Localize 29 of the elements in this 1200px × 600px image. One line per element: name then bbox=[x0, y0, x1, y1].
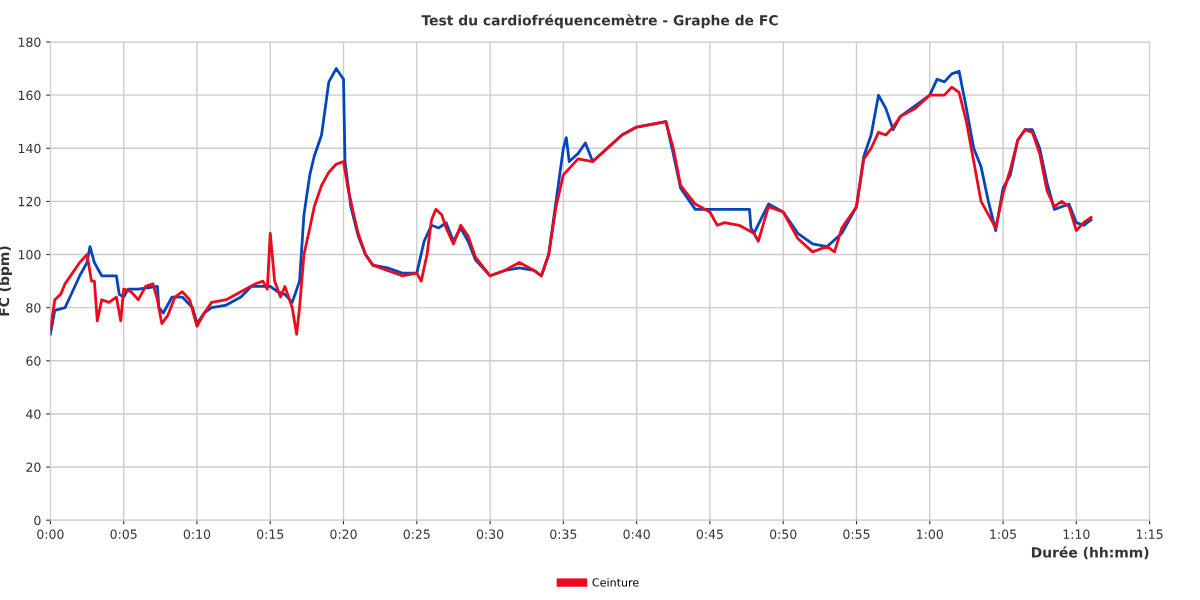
x-tick-label: 0:05 bbox=[110, 529, 137, 539]
y-tick-label: 60 bbox=[26, 356, 41, 366]
y-tick-label: 180 bbox=[18, 37, 41, 47]
y-tick-label: 20 bbox=[26, 462, 41, 472]
x-tick-label: 0:45 bbox=[696, 529, 723, 539]
y-tick-label: 40 bbox=[26, 409, 41, 419]
y-tick-label: 80 bbox=[26, 303, 41, 313]
y-tick-label: 140 bbox=[18, 143, 41, 154]
x-tick-label: 0:20 bbox=[330, 529, 357, 539]
chart-title: Test du cardiofréquencemètre - Graphe de FC bbox=[421, 14, 778, 29]
x-tick-label: 0:25 bbox=[403, 529, 430, 539]
x-tick-label: 0:35 bbox=[550, 529, 577, 539]
x-tick-label: 1:15 bbox=[1136, 529, 1163, 539]
y-tick-label: 120 bbox=[18, 196, 41, 207]
x-tick-label: 1:00 bbox=[917, 529, 943, 539]
y-tick-label: 0 bbox=[34, 515, 41, 526]
x-tick-label: 0:30 bbox=[476, 529, 504, 539]
y-tick-label: 100 bbox=[18, 250, 41, 260]
x-axis-title: Durée (hh:mm) bbox=[1031, 546, 1149, 560]
x-tick-label: 0:50 bbox=[769, 529, 797, 539]
x-tick-label: 0:40 bbox=[623, 529, 650, 539]
x-tick-label: 1:10 bbox=[1063, 529, 1090, 539]
x-tick-label: 0:15 bbox=[257, 529, 284, 539]
legend-label: Ceinture bbox=[592, 578, 639, 587]
y-tick-label: 160 bbox=[18, 90, 41, 101]
x-tick-label: 0:00 bbox=[37, 529, 64, 539]
x-tick-label: 0:10 bbox=[183, 529, 211, 539]
x-tick-label: 0:55 bbox=[843, 529, 870, 539]
x-tick-label: 1:05 bbox=[990, 529, 1016, 539]
